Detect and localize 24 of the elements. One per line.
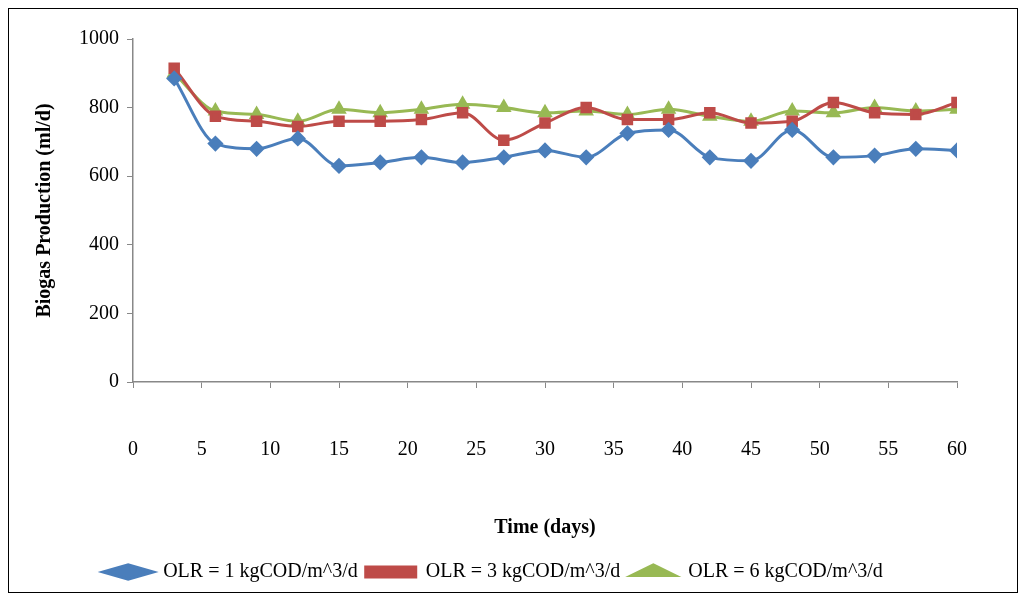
x-tick-label: 15 xyxy=(329,437,349,460)
x-tick-label: 35 xyxy=(603,437,624,460)
legend-label: OLR = 6 kgCOD/m^3/d xyxy=(688,559,883,583)
y-tick-label: 800 xyxy=(89,94,119,117)
x-tick-label: 5 xyxy=(196,437,207,460)
legend-label: OLR = 1 kgCOD/m^3/d xyxy=(163,559,358,583)
x-tick-label: 60 xyxy=(947,437,967,460)
y-tick-label: 1000 xyxy=(79,26,119,49)
y-axis-title: Biogas Production (ml/d) xyxy=(32,103,56,318)
x-tick-label: 30 xyxy=(535,437,555,460)
x-tick-label: 10 xyxy=(260,437,281,460)
x-tick-label: 0 xyxy=(128,437,138,460)
y-tick-label: 0 xyxy=(109,369,119,392)
x-tick-label: 25 xyxy=(466,437,487,460)
x-tick-label: 40 xyxy=(672,437,693,460)
x-tick-label: 20 xyxy=(397,437,418,460)
legend-label: OLR = 3 kgCOD/m^3/d xyxy=(425,559,621,583)
y-tick-label: 400 xyxy=(89,232,119,255)
y-tick-label: 200 xyxy=(89,300,119,323)
x-tick-label: 50 xyxy=(809,437,830,460)
x-axis-title: Time (days) xyxy=(494,515,596,539)
x-tick-label: 55 xyxy=(878,437,899,460)
y-tick-label: 600 xyxy=(89,163,119,186)
x-tick-label: 45 xyxy=(741,437,761,460)
